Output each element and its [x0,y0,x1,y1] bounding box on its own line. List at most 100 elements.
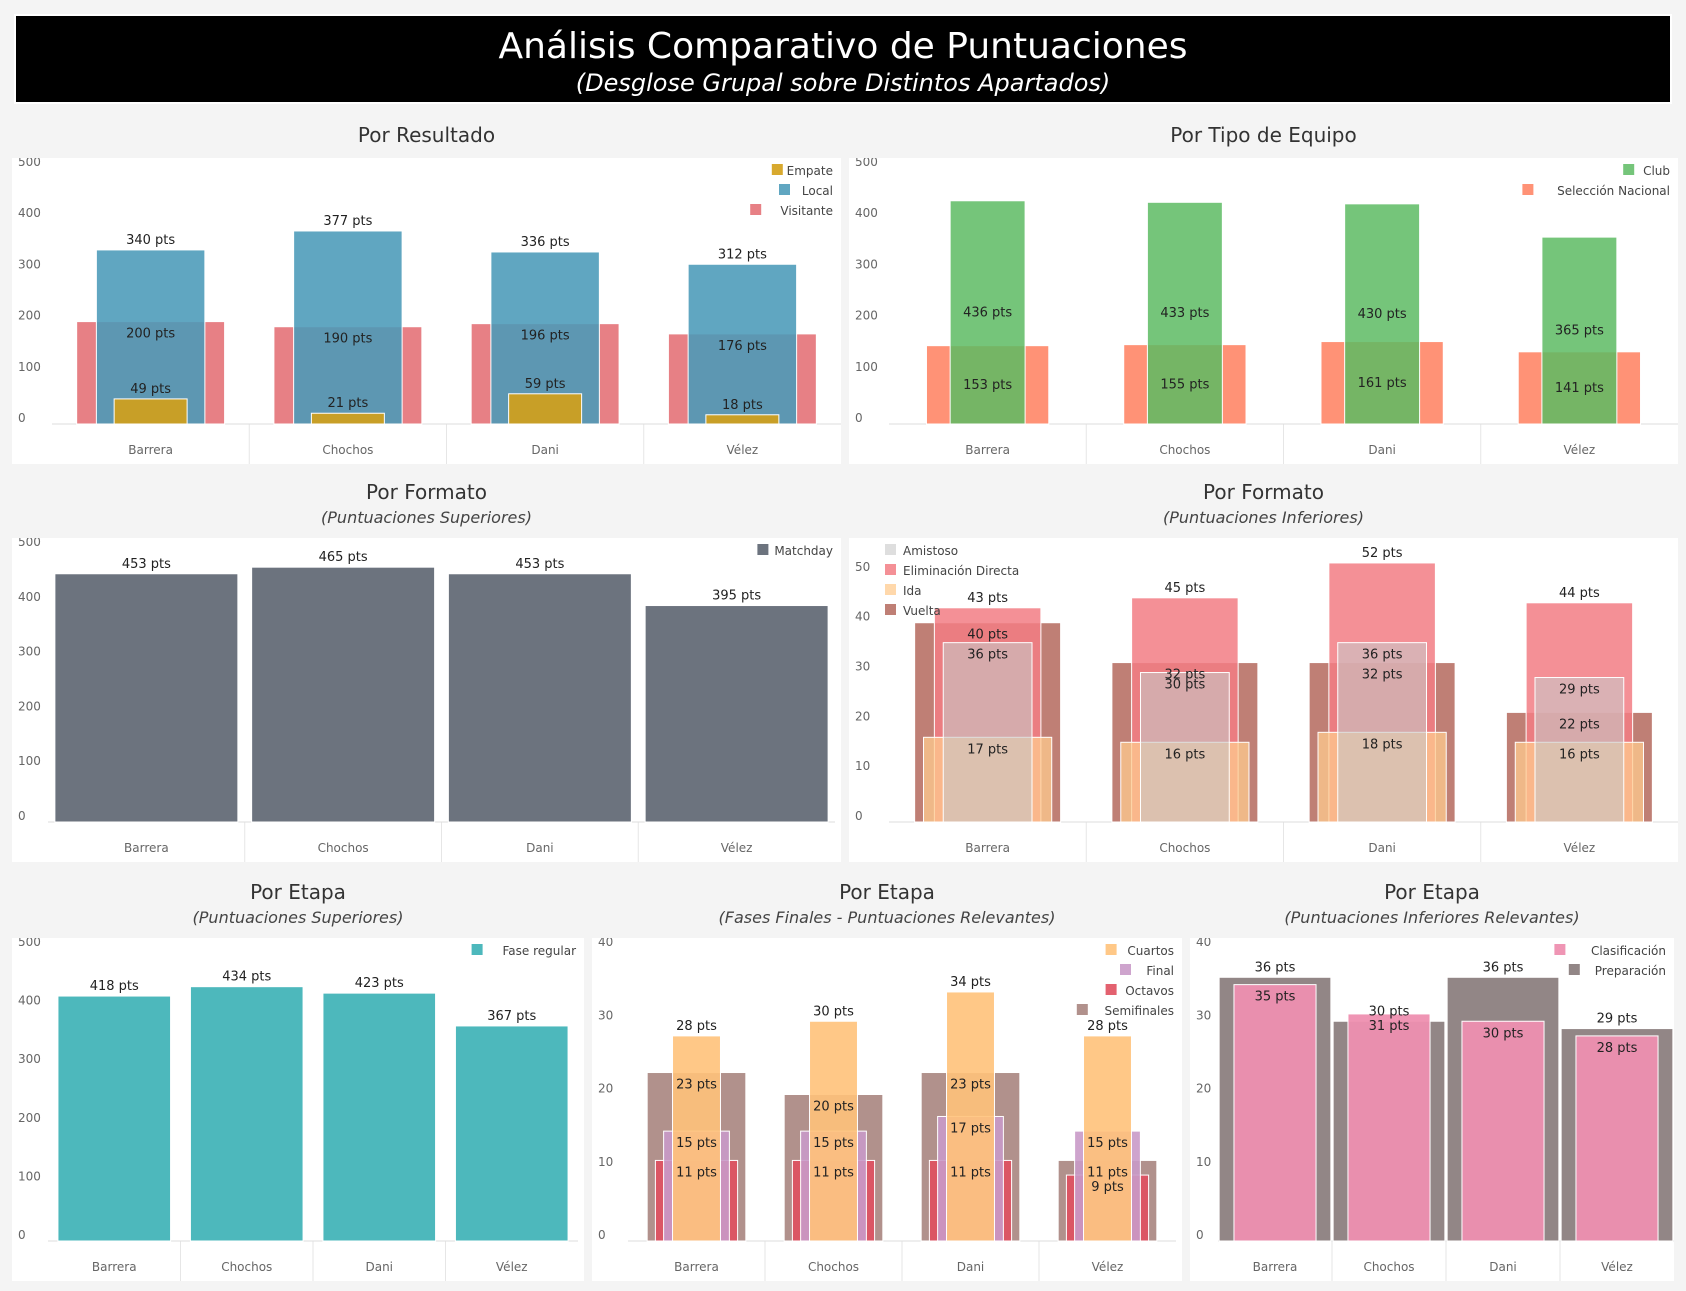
data-label-seleccion-nacional: 161 pts [1358,376,1407,391]
bar-fase-regular-barrera [57,995,172,1242]
bar-empate-chochos [310,412,385,425]
x-tick-label: Dani [1368,841,1396,855]
bar-clasificacion-dani [1461,1020,1545,1242]
data-label-preparacion: 36 pts [1483,960,1524,975]
y-tick-label: 300 [18,645,41,659]
y-tick-label: 20 [1196,1082,1211,1096]
y-tick-label: 100 [18,754,41,768]
data-label-clasificacion: 28 pts [1597,1041,1638,1056]
y-tick-label: 0 [855,809,863,823]
data-label-octavos: 11 pts [950,1165,991,1180]
y-tick-label: 10 [1196,1155,1211,1169]
data-label-fase-regular: 434 pts [222,970,271,985]
x-tick-label: Chochos [322,443,373,457]
bar-local-barrera [95,249,206,425]
data-label-matchday: 395 pts [712,589,761,604]
y-tick-label: 0 [18,809,26,823]
legend-swatch [1568,964,1580,975]
panel-title-etapa-inf: Por Etapa [1384,880,1480,904]
x-tick-label: Barrera [124,841,169,855]
chart-por-tipo-equipo: 0 100 200 300 400 500 Barrera Chochos Dani Vélez 4… [849,158,1678,464]
data-label-eliminacion-directa: 44 pts [1559,586,1600,601]
panel-subtitle-etapa-inf: (Puntuaciones Inferiores Relevantes) [1284,908,1580,927]
bar-club-barrera [949,200,1026,425]
data-label-vuelta: 32 pts [1362,668,1403,683]
x-tick-label: Vélez [1564,443,1596,457]
x-tick-label: Chochos [221,1260,272,1274]
data-label-local: 377 pts [323,214,372,229]
panel-subtitle-etapa-finales: (Fases Finales - Puntuaciones Relevantes… [718,908,1056,927]
data-label-final: 15 pts [1087,1136,1128,1151]
data-label-final: 17 pts [950,1121,991,1136]
dashboard-header: Análisis Comparativo de Puntuaciones (De… [14,14,1672,104]
dashboard-title: Análisis Comparativo de Puntuaciones [498,26,1188,67]
data-label-vuelta: 22 pts [1559,717,1600,732]
y-tick-label: 0 [18,1228,26,1242]
y-tick-label: 300 [18,257,41,271]
bar-cuartos-chochos [809,1020,858,1242]
y-tick-label: 30 [1196,1008,1211,1022]
legend-swatch [771,164,783,175]
data-label-matchday: 453 pts [515,557,564,572]
y-tick-label: 400 [18,206,41,220]
y-tick-label: 50 [855,560,870,574]
data-label-empate: 49 pts [130,382,171,397]
y-tick-label: 0 [18,411,26,425]
data-label-semifinales: 11 pts [1087,1165,1128,1180]
y-tick-label: 10 [598,1155,613,1169]
data-label-semifinales: 23 pts [950,1078,991,1093]
panel-subtitle-formato-sup: (Puntuaciones Superiores) [321,508,532,527]
bar-club-velez [1541,236,1618,425]
data-label-empate: 59 pts [525,377,566,392]
y-tick-label: 40 [1196,938,1211,949]
y-tick-label: 30 [598,1008,613,1022]
y-tick-label: 40 [598,938,613,949]
data-label-eliminacion-directa: 45 pts [1164,581,1205,596]
chart-svg-p7: 0 10 20 30 40 Barrera Chochos Dani Vélez 35 pts 31… [1196,938,1674,1281]
bar-clasificacion-barrera [1233,984,1317,1242]
data-label-octavos: 9 pts [1091,1180,1124,1195]
legend-label: Local [802,184,833,198]
data-label-eliminacion-directa: 43 pts [967,591,1008,606]
legend-label: Vuelta [903,604,941,618]
y-tick-label: 40 [855,610,870,624]
legend-swatch [779,184,790,195]
data-label-local: 340 pts [126,233,175,248]
y-tick-label: 0 [598,1228,606,1242]
x-tick-label: Barrera [965,443,1010,457]
legend-swatch [1623,164,1635,175]
data-label-seleccion-nacional: 155 pts [1160,377,1209,392]
panel-title-etapa-finales: Por Etapa [839,880,935,904]
legend-label: Eliminación Directa [903,564,1019,578]
legend-swatch [1120,964,1131,975]
chart-por-etapa-superiores: 0 100 200 300 400 500 Barrera Chochos Dani Vélez 4… [12,938,584,1281]
data-label-semifinales: 23 pts [676,1078,717,1093]
legend-swatch [1105,944,1117,955]
data-label-octavos: 11 pts [676,1165,717,1180]
legend-swatch [885,584,896,595]
x-tick-label: Barrera [1253,1260,1298,1274]
y-tick-label: 200 [18,699,41,713]
chart-por-etapa-inferiores: 0 10 20 30 40 Barrera Chochos Dani Vélez 35 pts 31… [1190,938,1674,1281]
chart-svg-p1: 0 100 200 300 400 500 Barrera Chochos Dani Vélez 4… [18,158,841,464]
data-label-matchday: 465 pts [319,550,368,565]
legend-label: Ida [903,584,922,598]
bar-clasificacion-velez [1575,1035,1659,1242]
x-tick-label: Vélez [496,1260,528,1274]
data-label-seleccion-nacional: 153 pts [963,378,1012,393]
bar-empate-velez [705,414,780,425]
legend-label: Matchday [774,544,833,558]
bar-club-chochos [1146,201,1223,425]
x-tick-label: Vélez [727,443,759,457]
legend-label: Final [1146,964,1174,978]
data-label-preparacion: 29 pts [1597,1012,1638,1027]
bar-empate-barrera [113,398,188,425]
y-tick-label: 0 [855,411,863,425]
data-label-visitante: 190 pts [323,332,372,347]
x-tick-label: Barrera [965,841,1010,855]
data-label-matchday: 453 pts [122,557,171,572]
y-tick-label: 100 [18,1169,41,1183]
bar-empate-dani [508,393,583,425]
data-label-clasificacion: 35 pts [1255,990,1296,1005]
x-tick-label: Vélez [721,841,753,855]
